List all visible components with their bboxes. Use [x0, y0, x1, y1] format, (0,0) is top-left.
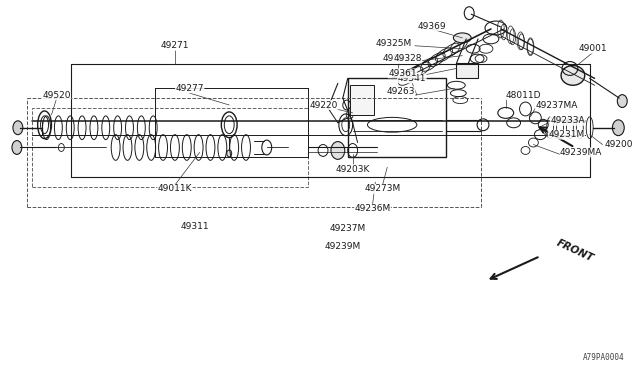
Text: 49277: 49277: [175, 84, 204, 93]
Text: 49541: 49541: [397, 74, 426, 83]
Ellipse shape: [13, 121, 23, 135]
Text: 49237M: 49237M: [330, 224, 366, 233]
Text: 49200: 49200: [605, 140, 633, 149]
Text: 49328: 49328: [394, 54, 422, 63]
Text: 49271: 49271: [161, 41, 189, 50]
Bar: [456, 62, 478, 78]
Text: 49231M: 49231M: [548, 130, 584, 139]
Text: 49203K: 49203K: [335, 165, 370, 174]
Ellipse shape: [561, 65, 585, 85]
Bar: [349, 85, 374, 115]
Text: 48011D: 48011D: [506, 91, 541, 100]
Ellipse shape: [12, 141, 22, 154]
Text: 49369: 49369: [417, 22, 446, 31]
Text: 49311: 49311: [180, 222, 209, 231]
Text: 49011K: 49011K: [157, 185, 192, 193]
Text: 49361: 49361: [388, 69, 417, 78]
Text: 49233A: 49233A: [550, 116, 585, 125]
Text: FRONT: FRONT: [555, 238, 595, 264]
Text: 49325M: 49325M: [376, 39, 412, 48]
Text: 49239MA: 49239MA: [560, 148, 602, 157]
Text: 49239M: 49239M: [324, 242, 361, 251]
Ellipse shape: [618, 94, 627, 108]
Text: 49542: 49542: [383, 54, 412, 63]
Text: A79PA0004: A79PA0004: [582, 353, 624, 362]
Text: 49001: 49001: [579, 44, 607, 53]
Text: 49263: 49263: [387, 87, 415, 96]
Ellipse shape: [612, 120, 624, 136]
Ellipse shape: [227, 150, 232, 157]
Ellipse shape: [331, 142, 345, 159]
Text: 49220: 49220: [310, 100, 338, 109]
Text: 49236M: 49236M: [355, 204, 390, 213]
Text: 49237MA: 49237MA: [536, 100, 578, 109]
Bar: [348, 78, 447, 157]
Ellipse shape: [453, 33, 471, 43]
Text: 49273M: 49273M: [364, 185, 401, 193]
Text: 49520: 49520: [42, 91, 70, 100]
